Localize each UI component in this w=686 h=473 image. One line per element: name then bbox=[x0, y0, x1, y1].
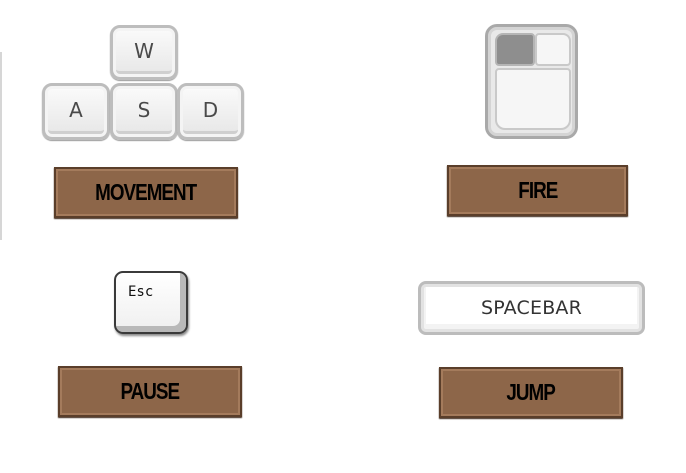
key-esc-label: Esc bbox=[128, 284, 154, 300]
jump-label-plate: JUMP bbox=[439, 367, 623, 418]
key-w: W bbox=[110, 25, 178, 80]
mouse-right-button bbox=[535, 33, 571, 66]
key-esc: Esc bbox=[114, 271, 188, 334]
left-edge-divider bbox=[0, 52, 2, 240]
fire-label-plate: FIRE bbox=[447, 165, 628, 216]
pause-label-plate: PAUSE bbox=[58, 366, 242, 417]
key-spacebar: SPACEBAR bbox=[418, 281, 645, 335]
key-a-label: A bbox=[69, 97, 83, 122]
key-d: D bbox=[177, 83, 244, 140]
mouse-body bbox=[495, 68, 571, 130]
mouse-left-click-icon bbox=[485, 24, 578, 139]
movement-label: MOVEMENT bbox=[95, 179, 197, 205]
jump-label: JUMP bbox=[506, 379, 556, 405]
mouse-left-button bbox=[495, 33, 535, 66]
fire-label: FIRE bbox=[517, 177, 558, 203]
key-w-label: W bbox=[134, 38, 154, 63]
pause-label: PAUSE bbox=[120, 378, 181, 404]
key-a: A bbox=[42, 83, 110, 140]
key-s: S bbox=[110, 83, 178, 140]
key-d-label: D bbox=[202, 97, 219, 122]
key-s-label: S bbox=[137, 97, 151, 122]
key-spacebar-label: SPACEBAR bbox=[480, 297, 583, 319]
movement-label-plate: MOVEMENT bbox=[54, 167, 238, 218]
